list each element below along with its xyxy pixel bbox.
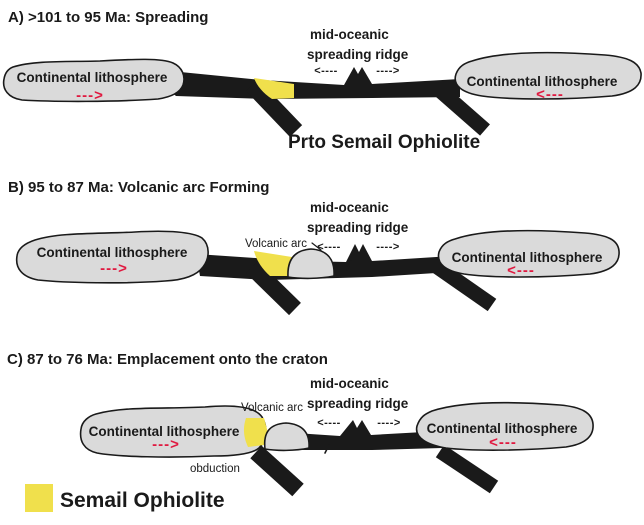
continent-left-label: Continental lithosphere	[37, 245, 188, 260]
continent-left	[15, 230, 209, 284]
volcanic-arc-dome	[287, 248, 335, 280]
oceanic-lithosphere-band	[295, 420, 442, 450]
ridge-tick	[346, 260, 352, 271]
ridge-tick	[324, 444, 330, 454]
subducting-slab-left	[250, 445, 304, 497]
continent-right-label: Continental lithosphere	[427, 421, 578, 436]
obduction-label: obduction	[190, 463, 240, 475]
spreading-arrow-left-icon: <----	[317, 241, 341, 253]
spreading-arrow-right-icon: ---->	[376, 65, 400, 77]
ridge-label-line1: mid-oceanic	[310, 27, 389, 42]
ridge-label-line2: spreading ridge	[307, 220, 409, 235]
continent-left	[79, 405, 267, 458]
plate-motion-arrow-right-icon: --->	[100, 260, 128, 277]
spreading-arrow-left-icon: <----	[314, 65, 338, 77]
spreading-arrow-right-icon: ---->	[376, 241, 400, 253]
continent-right	[415, 401, 594, 451]
ridge-label-line1: mid-oceanic	[310, 200, 389, 215]
ophiolite-wedge	[254, 251, 292, 276]
subducting-slab-right	[431, 259, 497, 312]
proto-ophiolite-wedge	[254, 78, 294, 99]
volcanic-arc-pointer	[311, 242, 322, 251]
volcanic-arc-label: Volcanic arc	[245, 238, 307, 250]
subducting-slab-right	[431, 81, 490, 136]
plate-motion-arrow-left-icon: <---	[536, 86, 564, 103]
continent-right	[437, 229, 620, 278]
subducting-slab-left	[246, 260, 301, 316]
volcanic-arc-label: Volcanic arc	[241, 402, 303, 414]
spreading-arrow-right-icon: ---->	[377, 417, 401, 429]
legend: Semail Ophiolite	[25, 484, 225, 512]
legend-label: Semail Ophiolite	[60, 489, 225, 512]
plate-motion-arrow-left-icon: <---	[489, 434, 517, 451]
plate-motion-arrow-right-icon: --->	[76, 87, 104, 104]
legend-swatch-ophiolite	[25, 484, 53, 512]
panel-b: B) 95 to 87 Ma: Volcanic arc Forming Con…	[8, 179, 620, 316]
panel-c-title: C) 87 to 76 Ma: Emplacement onto the cra…	[7, 351, 328, 368]
volcanic-arc-dome	[263, 422, 310, 452]
continent-right-label: Continental lithosphere	[467, 74, 618, 89]
continent-left-label: Continental lithosphere	[89, 424, 240, 439]
oceanic-lithosphere-band	[160, 67, 460, 99]
ridge-label-line1: mid-oceanic	[310, 376, 389, 391]
proto-semail-ophiolite-label: Prto Semail Ophiolite	[288, 132, 480, 153]
continent-right	[454, 51, 642, 100]
continent-left-label: Continental lithosphere	[17, 70, 168, 85]
ridge-label-line2: spreading ridge	[307, 396, 409, 411]
ridge-label-line2: spreading ridge	[307, 47, 409, 62]
panel-b-title: B) 95 to 87 Ma: Volcanic arc Forming	[8, 179, 269, 196]
continent-left	[2, 58, 185, 103]
panel-c: C) 87 to 76 Ma: Emplacement onto the cra…	[7, 351, 594, 497]
panel-a: A) >101 to 95 Ma: Spreading Continental …	[2, 9, 642, 153]
subducting-slab-left	[245, 79, 303, 137]
spreading-arrow-left-icon: <----	[317, 417, 341, 429]
plate-motion-arrow-left-icon: <---	[507, 262, 535, 279]
continent-right-label: Continental lithosphere	[452, 250, 603, 265]
panel-a-title: A) >101 to 95 Ma: Spreading	[8, 9, 208, 26]
plate-motion-arrow-right-icon: --->	[152, 436, 180, 453]
subducting-slab-right	[435, 444, 499, 494]
